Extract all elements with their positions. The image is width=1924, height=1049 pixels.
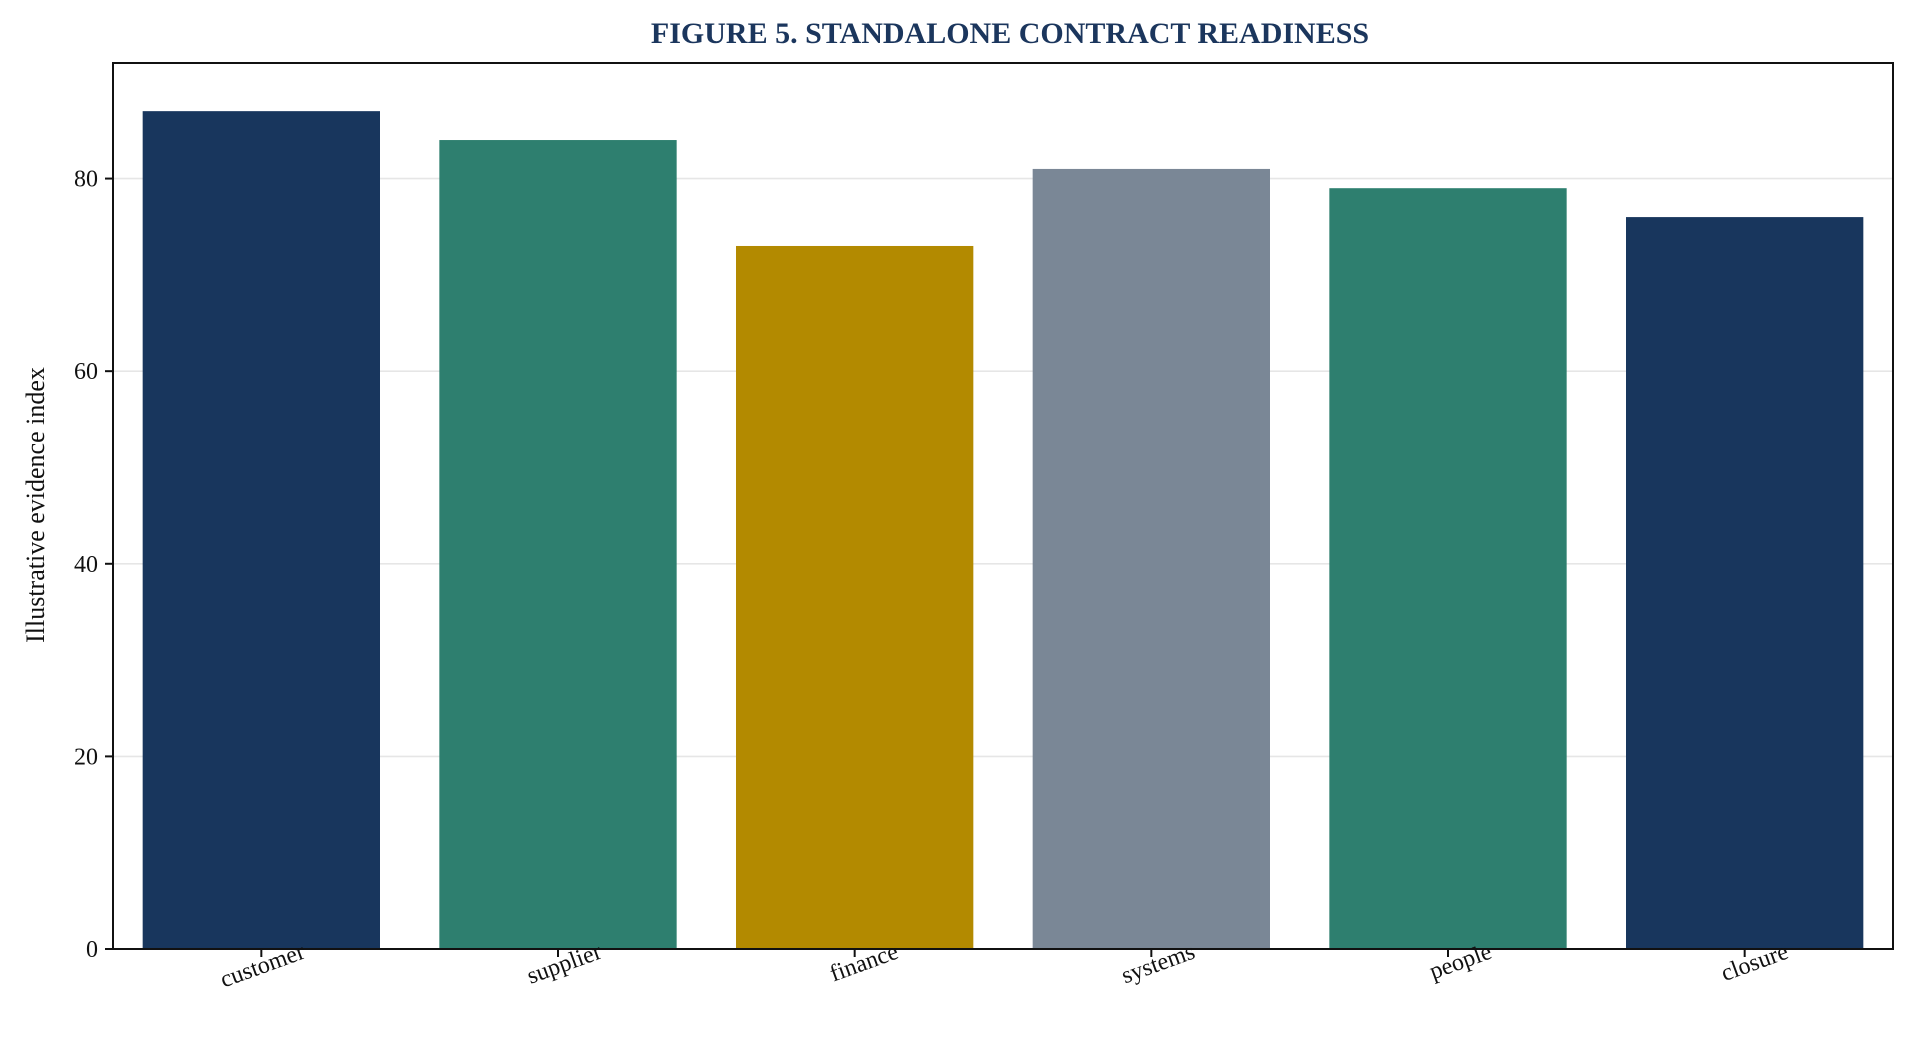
y-axis-label: Illustrative evidence index <box>21 367 50 643</box>
plot-frame <box>112 62 1894 950</box>
bar-systems <box>1032 168 1270 949</box>
y-tick-label-40: 40 <box>74 552 98 578</box>
bar-customer <box>142 111 380 950</box>
y-tick-label-0: 0 <box>86 937 98 963</box>
bar-finance <box>736 245 974 949</box>
bar-closure <box>1626 217 1864 949</box>
bars <box>142 111 1864 950</box>
bar-people <box>1329 188 1567 949</box>
y-tick-label-80: 80 <box>74 167 98 193</box>
y-tick-label-20: 20 <box>74 744 98 770</box>
bar-supplier <box>439 140 677 950</box>
chart-title: FIGURE 5. STANDALONE CONTRACT READINESS <box>651 17 1369 50</box>
y-axis: 0 20 40 60 80 <box>74 167 113 963</box>
y-tick-label-60: 60 <box>74 359 98 385</box>
gridlines <box>113 177 1893 758</box>
